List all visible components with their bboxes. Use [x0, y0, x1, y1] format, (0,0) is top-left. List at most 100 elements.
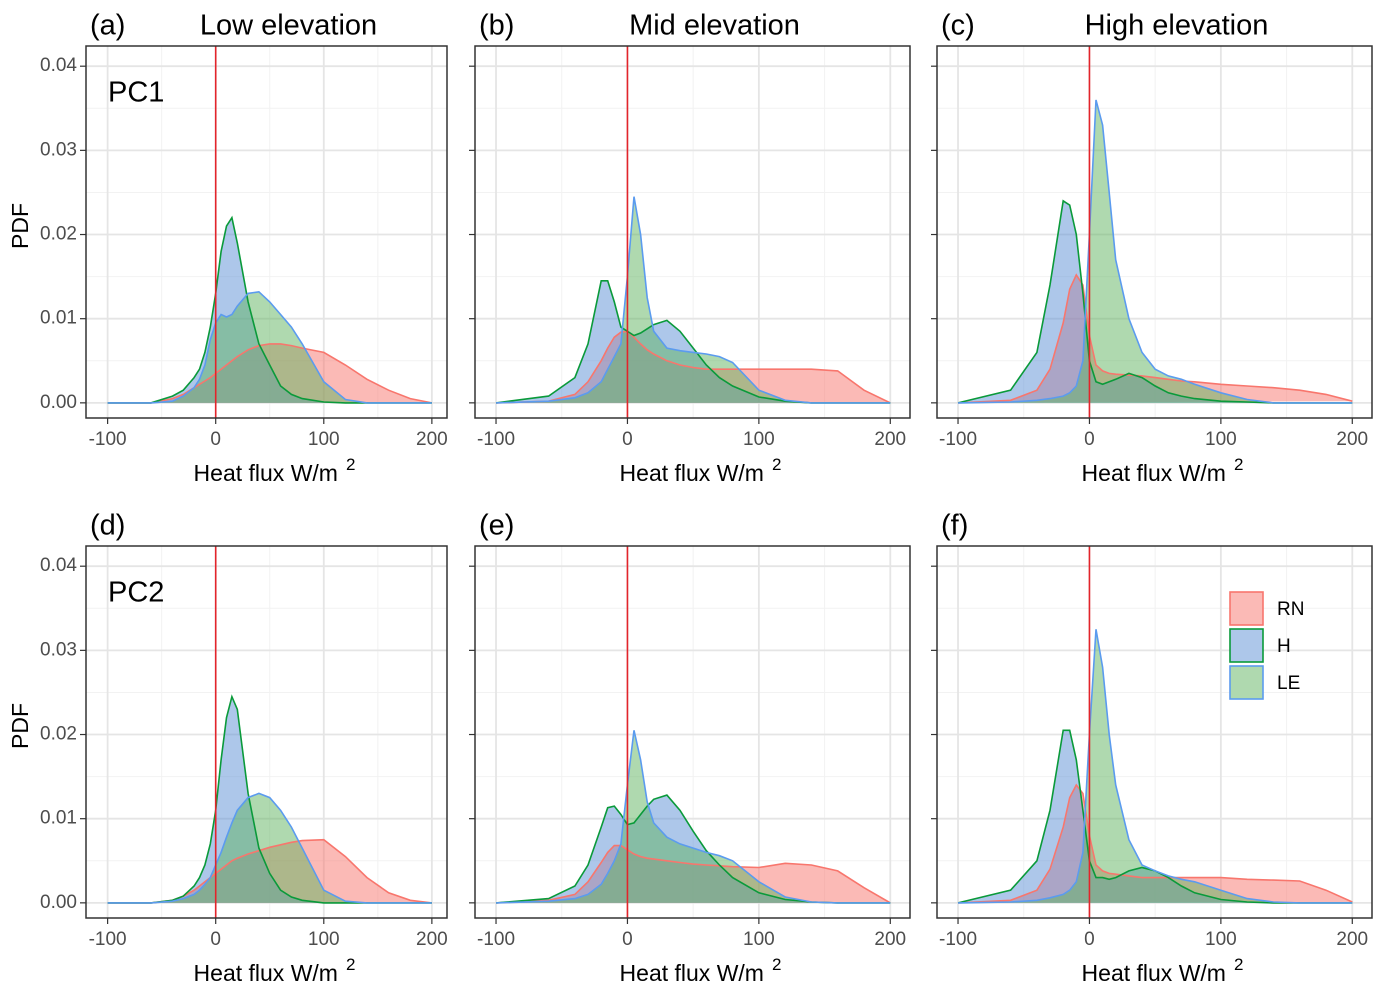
- density-line: [107, 215, 432, 404]
- legend-label: LE: [1277, 673, 1300, 694]
- density-line: [107, 290, 432, 404]
- density-line: [495, 330, 891, 404]
- x-tick-label: 200: [416, 429, 448, 450]
- x-tick-label: 100: [1205, 929, 1237, 950]
- y-tick-label: 0.04: [40, 555, 77, 576]
- panel: -100 0 100 200 0.00 0.01 0.02 0.03 0.04 (d) PC2 PDF…: [7, 510, 448, 986]
- x-axis-title-superscript: 2: [1234, 455, 1243, 474]
- density-line: [957, 99, 1353, 404]
- x-tick-label: 200: [1336, 429, 1368, 450]
- x-axis-title-superscript: 2: [1234, 955, 1243, 974]
- x-axis-title-text: Heat flux W/m: [194, 960, 338, 986]
- x-axis-title: Heat flux W/m 2: [194, 455, 356, 486]
- density-line: [957, 729, 1353, 904]
- x-tick-label: -100: [89, 929, 127, 950]
- x-axis-title-superscript: 2: [772, 455, 781, 474]
- panel: -100 0 100 200 (e) Heat flux W/m 2: [469, 510, 911, 986]
- panel-label: (d): [90, 510, 125, 542]
- density-line: [957, 783, 1353, 904]
- plot-border: [85, 545, 448, 919]
- y-tick-label: 0.01: [40, 808, 77, 829]
- y-tick-label: 0.00: [40, 392, 77, 413]
- x-tick-label: 0: [622, 929, 633, 950]
- density-line: [495, 844, 891, 904]
- x-axis-title: Heat flux W/m 2: [1082, 955, 1244, 986]
- annotation: PC1: [108, 77, 164, 109]
- plot-border: [474, 545, 911, 919]
- x-tick-label: -100: [939, 429, 977, 450]
- panel-title: Mid elevation: [629, 10, 800, 42]
- panel-label: (c): [941, 10, 975, 42]
- density-line: [957, 273, 1353, 404]
- y-tick-label: 0.01: [40, 308, 77, 329]
- x-axis-title-text: Heat flux W/m: [1082, 960, 1226, 986]
- x-tick-label: 0: [1084, 929, 1095, 950]
- x-tick-label: 100: [308, 929, 340, 950]
- x-tick-label: 200: [874, 429, 906, 450]
- x-tick-label: 200: [1336, 929, 1368, 950]
- panel: -100 0 100 200 (c) High elevation Heat flux W/…: [931, 10, 1373, 486]
- x-tick-label: 200: [874, 929, 906, 950]
- density-area: [958, 200, 1353, 403]
- y-tick-label: 0.02: [40, 224, 77, 245]
- density-area: [107, 291, 432, 403]
- panel: -100 0 100 200 0.00 0.01 0.02 0.03 0.04 (a) Low el…: [7, 10, 448, 486]
- legend-swatch: [1229, 628, 1264, 663]
- y-tick-label: 0.03: [40, 639, 77, 660]
- x-axis-title: Heat flux W/m 2: [620, 955, 782, 986]
- density-line: [107, 838, 432, 904]
- plot-background: [937, 46, 1372, 418]
- x-axis-title-text: Heat flux W/m: [620, 460, 764, 486]
- density-line: [957, 629, 1353, 904]
- x-tick-label: 100: [743, 429, 775, 450]
- plot-border: [85, 45, 448, 419]
- x-axis-title-superscript: 2: [772, 955, 781, 974]
- x-axis-title: Heat flux W/m 2: [1082, 455, 1244, 486]
- x-tick-label: -100: [477, 429, 515, 450]
- panel-title: Low elevation: [200, 10, 377, 42]
- x-tick-label: 100: [308, 429, 340, 450]
- x-tick-label: 0: [210, 929, 221, 950]
- x-axis-title: Heat flux W/m 2: [194, 955, 356, 986]
- legend-swatch: [1229, 591, 1264, 626]
- x-axis-title-superscript: 2: [346, 955, 355, 974]
- x-tick-label: 0: [622, 429, 633, 450]
- panel-label: (f): [941, 510, 968, 542]
- legend-swatch: [1229, 665, 1264, 700]
- density-line: [107, 694, 432, 904]
- x-axis-title: Heat flux W/m 2: [620, 455, 782, 486]
- x-tick-label: 0: [210, 429, 221, 450]
- density-line: [495, 794, 891, 904]
- panel-label: (e): [479, 510, 514, 542]
- density-line: [107, 792, 432, 904]
- panel: -100 0 100 200 (b) Mid elevation Heat flux W/m…: [469, 10, 911, 486]
- x-tick-label: 200: [416, 929, 448, 950]
- density-line: [495, 730, 891, 904]
- plot-border: [936, 45, 1373, 419]
- panel-title: High elevation: [1085, 10, 1269, 42]
- x-axis-title-text: Heat flux W/m: [620, 960, 764, 986]
- panel: -100 0 100 200 (f) Heat flux W/m 2 RN H LE: [931, 510, 1373, 986]
- x-axis-title-text: Heat flux W/m: [1082, 460, 1226, 486]
- density-area: [107, 793, 432, 903]
- annotation: PC2: [108, 577, 164, 609]
- legend-label: H: [1277, 636, 1291, 657]
- x-axis-title-text: Heat flux W/m: [194, 460, 338, 486]
- panel-label: (a): [90, 10, 125, 42]
- x-axis-title-superscript: 2: [346, 455, 355, 474]
- legend-label: RN: [1277, 599, 1304, 620]
- y-tick-label: 0.02: [40, 724, 77, 745]
- density-area: [496, 730, 891, 903]
- panel-label: (b): [479, 10, 514, 42]
- y-axis-title: PDF: [7, 703, 33, 749]
- y-axis-title: PDF: [7, 203, 33, 249]
- y-tick-label: 0.00: [40, 892, 77, 913]
- x-tick-label: 0: [1084, 429, 1095, 450]
- plot-border: [936, 545, 1373, 919]
- x-tick-label: 100: [1205, 429, 1237, 450]
- x-tick-label: -100: [477, 929, 515, 950]
- y-tick-label: 0.04: [40, 55, 77, 76]
- y-tick-label: 0.03: [40, 139, 77, 160]
- density-line: [957, 199, 1353, 404]
